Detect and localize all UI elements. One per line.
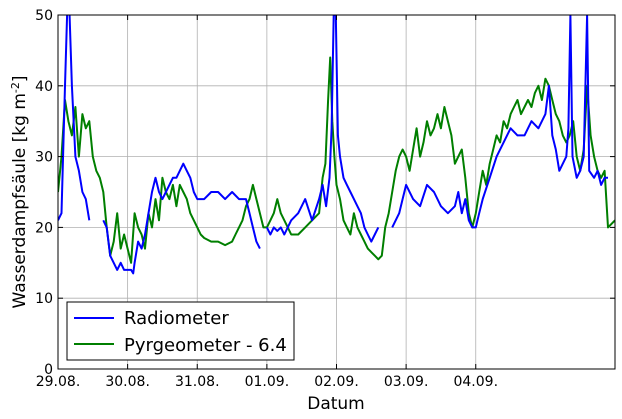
legend-label-radiometer: Radiometer [124,308,229,329]
series-line-radiometer-2 [266,15,380,243]
x-tick-label: 01.09. [245,374,290,390]
legend-label-pyrgeometer: Pyrgeometer - 6.4 [124,335,287,356]
series-line-radiometer-0 [58,15,91,221]
y-tick-label: 20 [35,220,53,236]
y-tick-label: 10 [35,291,53,307]
x-tick-label: 02.09. [314,374,359,390]
legend: Radiometer Pyrgeometer - 6.4 [66,301,295,361]
x-tick-label: 30.08. [105,374,150,390]
series-line-radiometer-1 [102,162,261,275]
axis-ticks [57,14,615,370]
y-tick-label: 0 [44,362,53,378]
legend-box [66,301,295,361]
x-tick-label: 04.09. [453,374,498,390]
y-axis-label-main: Wasserdampfsäule [kg m [10,93,30,308]
y-tick-label: 50 [35,8,53,24]
plot-area [58,15,615,275]
x-axis-label: Datum [307,394,365,414]
series-line-radiometer-3 [391,15,608,229]
x-tick-label: 29.08. [36,374,81,390]
y-tick-label: 40 [35,79,53,95]
y-axis-label-superscript: -2 [9,82,22,93]
y-axis-label: Wasserdampfsäule [kg m-2] [9,75,30,308]
x-tick-label: 31.08. [175,374,220,390]
y-axis-tick-labels: 0 10 20 30 40 50 [35,8,53,378]
x-tick-label: 03.09. [384,374,429,390]
y-axis-label-end: ] [10,75,30,82]
series-line-pyrgeometer-0 [58,56,615,264]
x-axis-tick-labels: 29.08. 30.08. 31.08. 01.09. 02.09. 03.09. 04.0… [36,374,498,390]
y-tick-label: 30 [35,150,53,166]
